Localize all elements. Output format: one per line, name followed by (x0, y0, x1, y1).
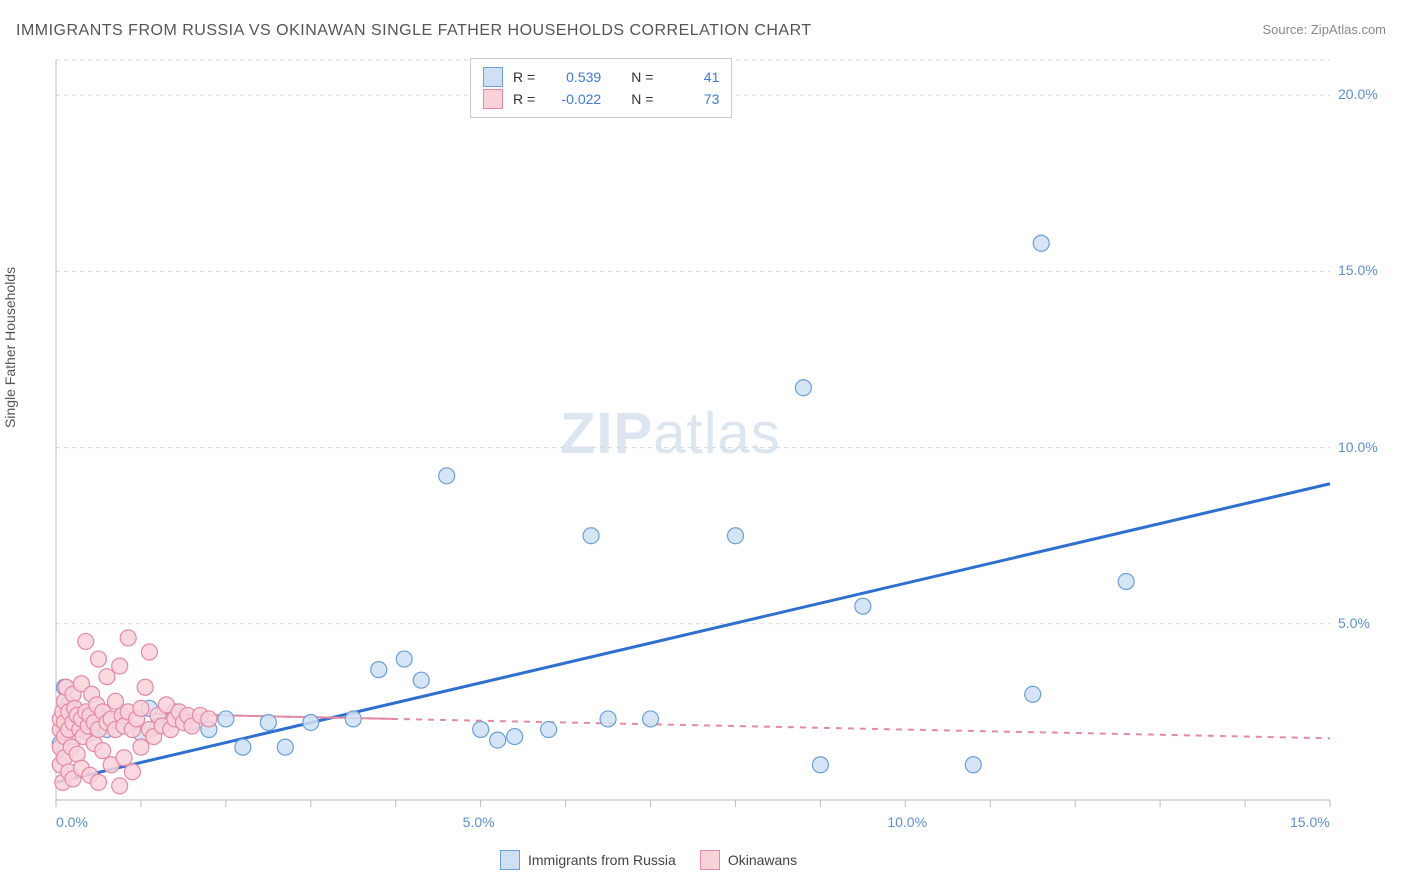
stats-row-okinawan: R = -0.022 N = 73 (483, 89, 719, 109)
stats-legend: R = 0.539 N = 41 R = -0.022 N = 73 (470, 58, 732, 118)
n-label: N = (631, 69, 653, 85)
y-tick-label: 15.0% (1338, 262, 1378, 278)
n-label: N = (631, 91, 653, 107)
legend-label-okinawan: Okinawans (728, 852, 797, 868)
n-value-russia: 41 (663, 69, 719, 85)
legend-label-russia: Immigrants from Russia (528, 852, 676, 868)
legend-item-russia: Immigrants from Russia (500, 850, 676, 870)
swatch-okinawan (483, 89, 503, 109)
series-legend: Immigrants from Russia Okinawans (500, 850, 797, 870)
r-label: R = (513, 69, 535, 85)
y-tick-label: 20.0% (1338, 86, 1378, 102)
y-axis-label: Single Father Households (2, 267, 18, 428)
x-tick-label: 5.0% (463, 814, 495, 830)
chart-title: IMMIGRANTS FROM RUSSIA VS OKINAWAN SINGL… (16, 22, 812, 40)
y-tick-label: 10.0% (1338, 439, 1378, 455)
swatch-russia (500, 850, 520, 870)
r-value-russia: 0.539 (545, 69, 601, 85)
chart-source: Source: ZipAtlas.com (1262, 22, 1386, 37)
r-value-okinawan: -0.022 (545, 91, 601, 107)
r-label: R = (513, 91, 535, 107)
swatch-okinawan (700, 850, 720, 870)
plot-area (50, 50, 1390, 840)
scatter-chart-svg (50, 50, 1390, 840)
legend-item-okinawan: Okinawans (700, 850, 797, 870)
x-tick-label: 0.0% (56, 814, 88, 830)
x-tick-label: 15.0% (1290, 814, 1330, 830)
y-tick-label: 5.0% (1338, 615, 1370, 631)
stats-row-russia: R = 0.539 N = 41 (483, 67, 719, 87)
swatch-russia (483, 67, 503, 87)
n-value-okinawan: 73 (663, 91, 719, 107)
x-tick-label: 10.0% (887, 814, 927, 830)
